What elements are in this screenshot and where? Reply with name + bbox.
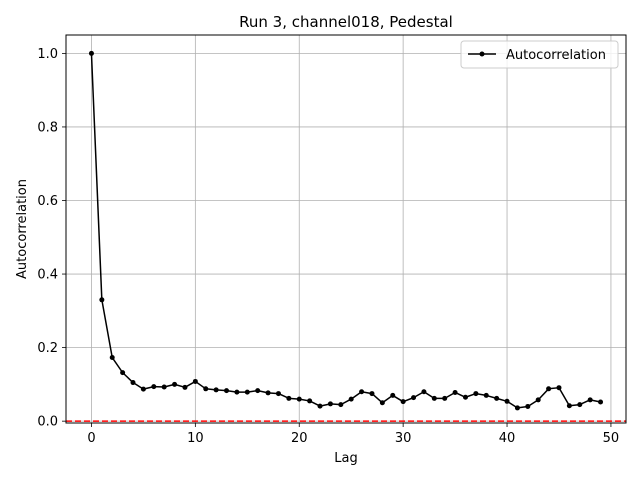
data-point <box>556 385 562 391</box>
data-point <box>307 398 313 404</box>
data-point <box>244 389 250 395</box>
x-tick-label: 20 <box>291 431 308 446</box>
series-layer <box>88 50 604 411</box>
data-point <box>151 384 157 390</box>
y-tick-label: 0.2 <box>37 341 58 356</box>
data-point <box>88 50 94 56</box>
data-point <box>348 396 354 402</box>
data-point <box>442 395 448 401</box>
data-point <box>504 398 510 404</box>
data-point <box>400 399 406 405</box>
data-point <box>99 297 105 303</box>
data-point <box>327 401 333 407</box>
data-point <box>598 399 604 405</box>
data-point <box>203 386 209 392</box>
grid <box>66 35 626 423</box>
y-tick-label: 0.8 <box>37 120 58 135</box>
data-point <box>172 381 178 387</box>
data-point <box>296 396 302 402</box>
data-point <box>140 386 146 392</box>
data-point <box>462 394 468 400</box>
x-axis: 0 10 20 30 40 50 <box>87 423 619 446</box>
y-tick-label: 0.0 <box>37 415 58 430</box>
data-point <box>120 370 126 376</box>
data-point <box>525 403 531 409</box>
data-point <box>421 389 427 395</box>
data-point <box>587 397 593 403</box>
data-point <box>317 403 323 409</box>
data-point <box>369 391 375 397</box>
data-point <box>577 402 583 408</box>
x-tick-label: 50 <box>603 431 620 446</box>
y-axis: 0.0 0.2 0.4 0.6 0.8 1.0 <box>37 47 66 430</box>
data-point <box>224 388 230 394</box>
x-tick-label: 30 <box>395 431 412 446</box>
data-point <box>473 391 479 397</box>
chart-title: Run 3, channel018, Pedestal <box>239 13 453 31</box>
legend-marker-swatch <box>479 51 485 57</box>
series-line <box>90 53 601 409</box>
x-axis-title: Lag <box>334 451 357 466</box>
plot-frame <box>65 34 627 424</box>
data-point <box>213 387 219 393</box>
data-point <box>286 395 292 401</box>
data-point <box>130 380 136 386</box>
y-tick-label: 1.0 <box>37 47 58 62</box>
data-point <box>535 397 541 403</box>
data-point <box>483 392 489 398</box>
data-point <box>265 390 271 396</box>
y-axis-title: Autocorrelation <box>15 179 30 279</box>
legend-box <box>460 40 619 69</box>
x-tick-label: 40 <box>499 431 516 446</box>
data-point <box>275 391 281 397</box>
data-point <box>192 378 198 384</box>
data-point <box>379 400 385 406</box>
data-point <box>338 402 344 408</box>
data-point <box>234 389 240 395</box>
legend-label: Autocorrelation <box>506 48 606 63</box>
data-point <box>161 384 167 390</box>
data-point <box>431 395 437 401</box>
data-point <box>359 389 365 395</box>
data-point <box>566 403 572 409</box>
data-point <box>390 392 396 398</box>
data-point <box>546 386 552 392</box>
data-point <box>411 395 417 401</box>
legend: Autocorrelation <box>460 40 619 69</box>
data-point <box>255 388 261 394</box>
y-tick-label: 0.6 <box>37 194 58 209</box>
data-point <box>494 395 500 401</box>
data-point <box>452 389 458 395</box>
x-tick-label: 10 <box>187 431 204 446</box>
x-tick-label: 0 <box>87 431 95 446</box>
data-point <box>109 355 115 361</box>
data-point <box>182 384 188 390</box>
y-tick-label: 0.4 <box>37 268 58 283</box>
data-point <box>514 405 520 411</box>
